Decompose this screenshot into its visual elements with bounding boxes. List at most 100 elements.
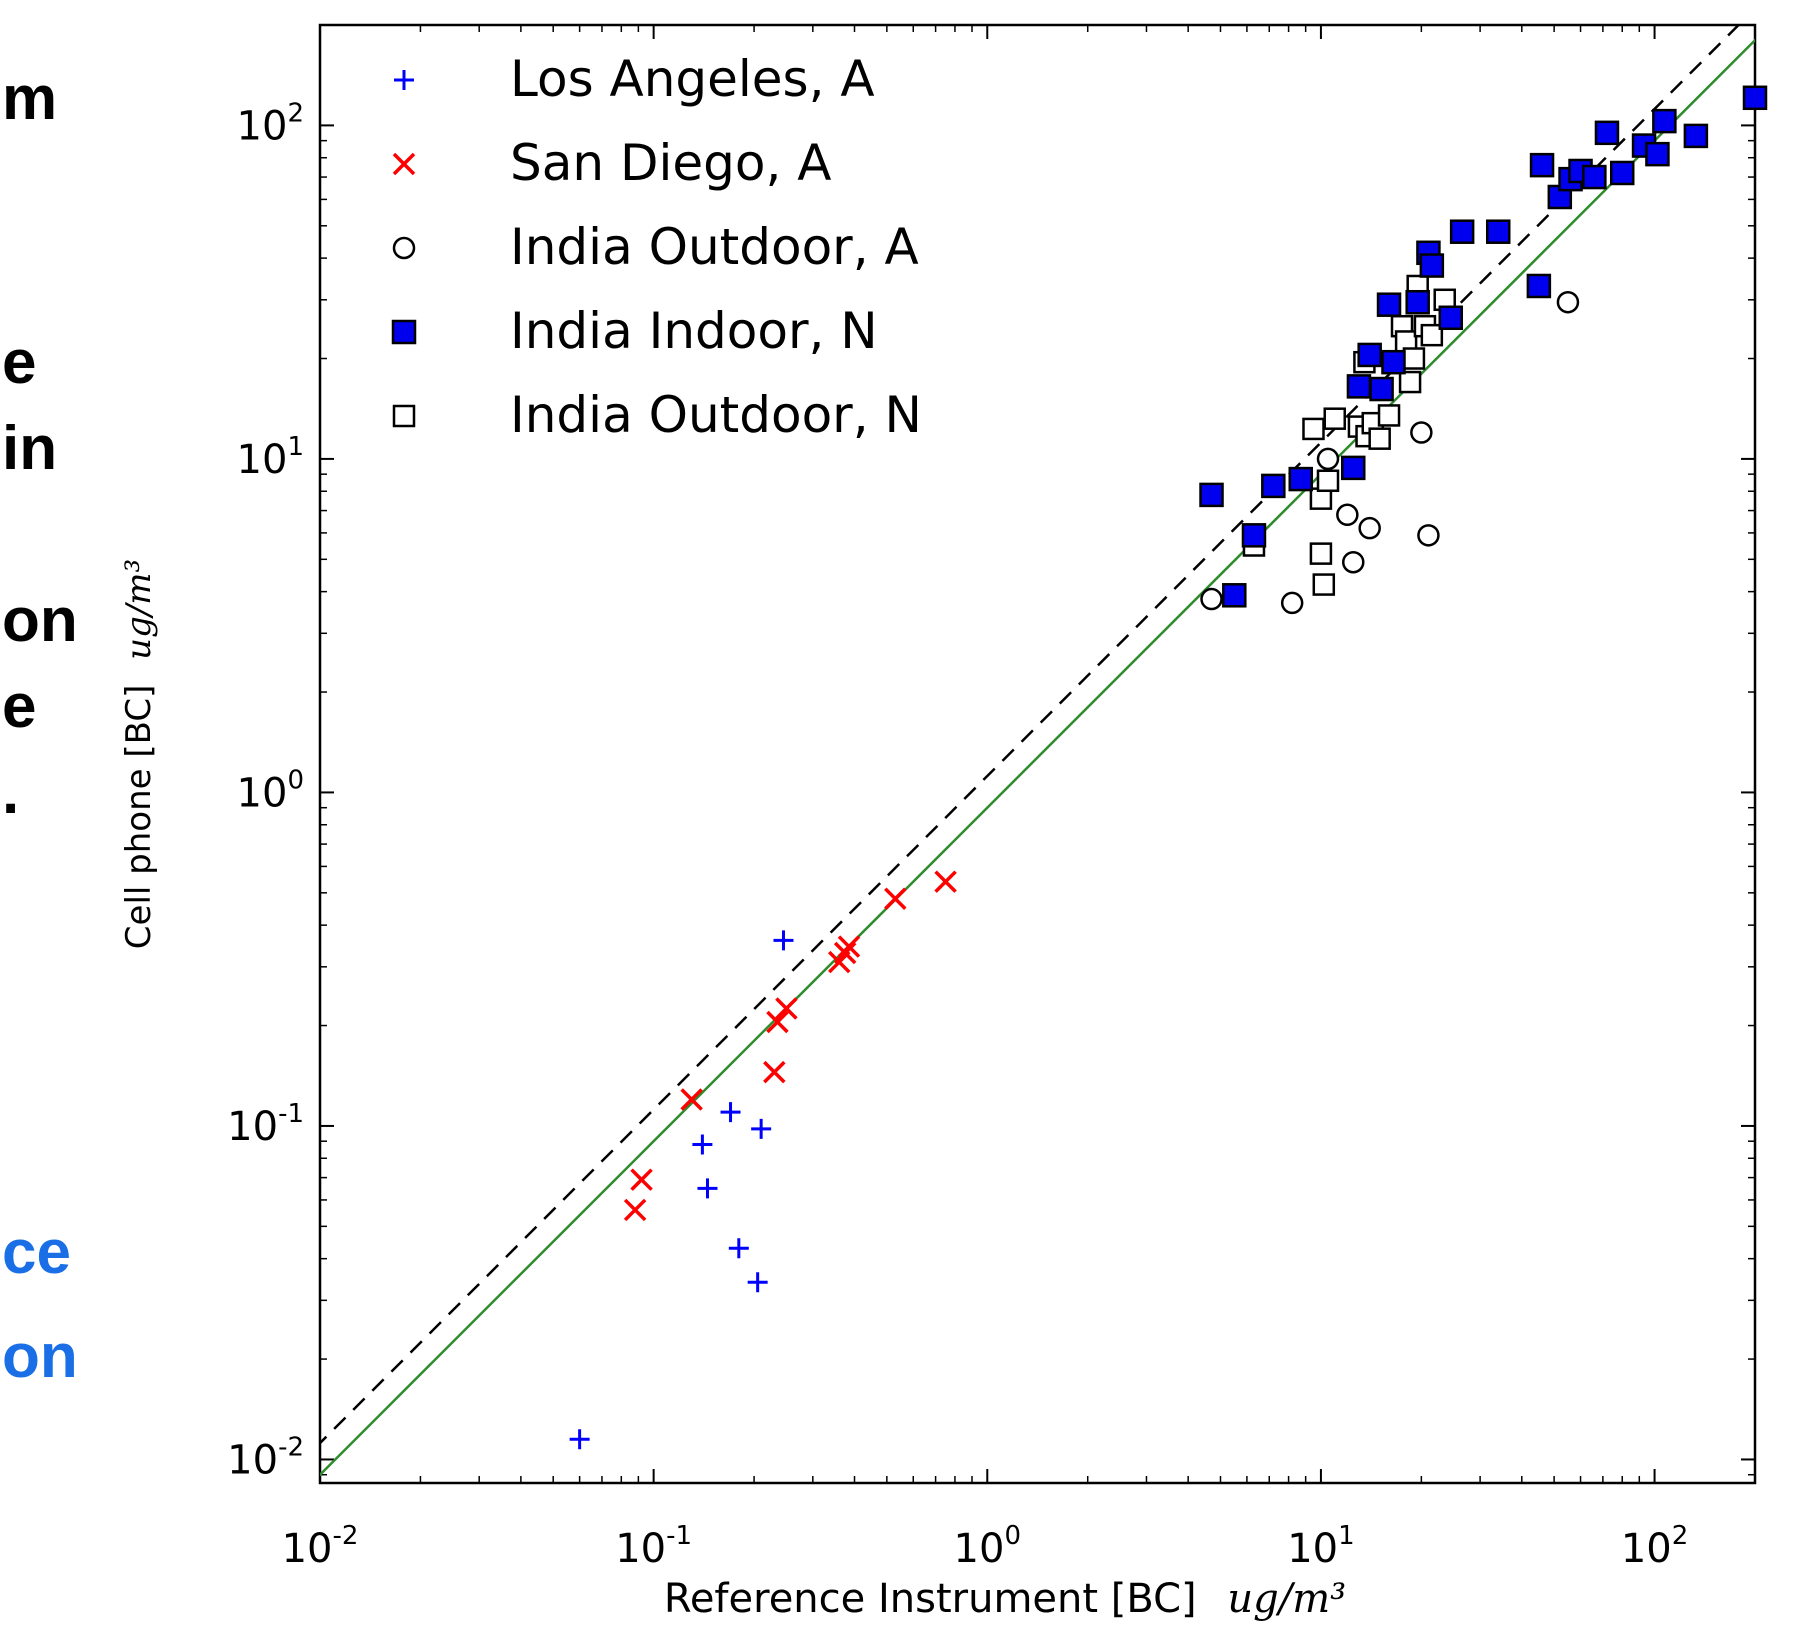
data-point	[1377, 404, 1401, 427]
data-point	[728, 1238, 749, 1259]
data-point	[775, 997, 798, 1020]
data-point	[1341, 455, 1366, 481]
data-point	[1280, 591, 1304, 615]
legend-label: Los Angeles, A	[510, 50, 875, 108]
data-point	[1405, 289, 1430, 315]
side-text-fragment: in	[2, 414, 58, 483]
y-axis-unit: ug/m³	[119, 559, 159, 660]
plot-frame	[318, 23, 1757, 1485]
data-point	[1582, 164, 1607, 190]
side-text-fragment: .	[2, 758, 20, 827]
data-point	[720, 1102, 741, 1123]
data-point	[1312, 573, 1336, 596]
data-point	[1357, 342, 1382, 368]
side-text-fragment: on	[2, 1322, 78, 1391]
y-tick-label: 10-1	[227, 1099, 304, 1150]
solid-fit-line	[320, 38, 1755, 1477]
series-san-diego-a	[623, 870, 957, 1222]
data-point	[1398, 370, 1422, 394]
y-tick-label: 102	[237, 98, 304, 149]
legend-marker	[391, 319, 417, 345]
data-point	[1358, 516, 1381, 540]
data-point	[747, 1272, 768, 1293]
data-point	[1368, 427, 1391, 450]
legend-label: India Outdoor, A	[510, 218, 919, 276]
data-point	[833, 941, 857, 965]
data-point	[1526, 273, 1552, 299]
legend-label: India Outdoor, N	[510, 386, 922, 444]
x-tick-labels: 10-2 10-1 100 101 102	[282, 1521, 1689, 1572]
side-text-fragment: e	[2, 672, 37, 741]
data-point	[766, 1010, 789, 1034]
legend-label: India Indoor, N	[510, 302, 878, 360]
series-india-outdoor-n	[1242, 274, 1456, 596]
data-point	[692, 1134, 713, 1155]
x-tick-label: 100	[954, 1521, 1021, 1572]
data-point	[1323, 407, 1346, 430]
y-tick-label: 101	[237, 432, 304, 483]
data-point	[1419, 253, 1445, 278]
data-point	[1652, 108, 1677, 134]
data-point	[1200, 587, 1223, 611]
data-point	[623, 1198, 647, 1222]
side-text-fragment: on	[2, 586, 78, 655]
x-tick-label: 10-2	[282, 1521, 359, 1572]
data-point	[1594, 120, 1620, 146]
data-point	[1261, 473, 1286, 499]
data-point	[1309, 542, 1333, 565]
series-india-indoor-n	[1199, 85, 1768, 608]
legend-marker	[392, 152, 416, 176]
data-point	[1381, 349, 1406, 375]
data-point	[1645, 141, 1670, 167]
data-point	[1302, 417, 1325, 441]
data-point	[837, 935, 861, 958]
x-tick-label: 101	[1287, 1521, 1354, 1572]
x-axis-label: Reference Instrument [BC] ug/m³	[664, 1576, 1346, 1622]
legend-label: San Diego, A	[510, 134, 831, 192]
data-point	[1410, 421, 1433, 444]
data-point	[697, 1178, 718, 1199]
y-axis-label-text: Cell phone [BC]	[119, 685, 159, 950]
data-point	[1449, 219, 1475, 244]
data-series	[569, 85, 1768, 1450]
series-los-angeles-a	[569, 930, 794, 1450]
y-tick-label: 100	[237, 765, 304, 816]
side-text-fragment: m	[2, 64, 58, 133]
data-point	[763, 1060, 786, 1084]
x-tick-label: 10-1	[615, 1521, 692, 1572]
data-point	[773, 930, 794, 951]
data-point	[1346, 374, 1372, 399]
data-point	[1485, 219, 1511, 244]
data-point	[1420, 323, 1444, 347]
data-point	[1316, 469, 1340, 493]
data-point	[934, 870, 957, 893]
data-point	[1402, 347, 1426, 370]
data-point	[1556, 290, 1580, 314]
data-point	[1376, 292, 1402, 317]
x-axis-label-text: Reference Instrument [BC]	[664, 1576, 1197, 1622]
data-point	[1288, 466, 1313, 492]
side-text-fragment: e	[2, 328, 37, 397]
data-point	[680, 1088, 703, 1111]
data-point	[1342, 550, 1365, 574]
dashed-reference-line	[320, 25, 1741, 1445]
data-point	[1438, 305, 1464, 331]
legend: Los Angeles, A San Diego, A India Outdoor,…	[391, 50, 922, 444]
legend-marker	[394, 70, 414, 90]
y-tick-label: 10-2	[227, 1432, 304, 1483]
data-point	[1417, 524, 1440, 547]
x-tick-label: 102	[1621, 1521, 1688, 1572]
data-point	[1369, 376, 1394, 402]
legend-marker	[392, 236, 416, 260]
data-point	[1529, 152, 1555, 178]
data-point	[630, 1168, 653, 1191]
data-point	[1683, 123, 1709, 149]
data-point	[1336, 503, 1359, 527]
data-point	[1199, 482, 1224, 508]
legend-marker	[392, 404, 416, 428]
data-point	[569, 1429, 590, 1450]
y-tick-labels: 10-2 10-1 100 101 102	[227, 98, 304, 1483]
series-india-outdoor-a	[1200, 290, 1580, 615]
data-point	[1609, 160, 1635, 186]
